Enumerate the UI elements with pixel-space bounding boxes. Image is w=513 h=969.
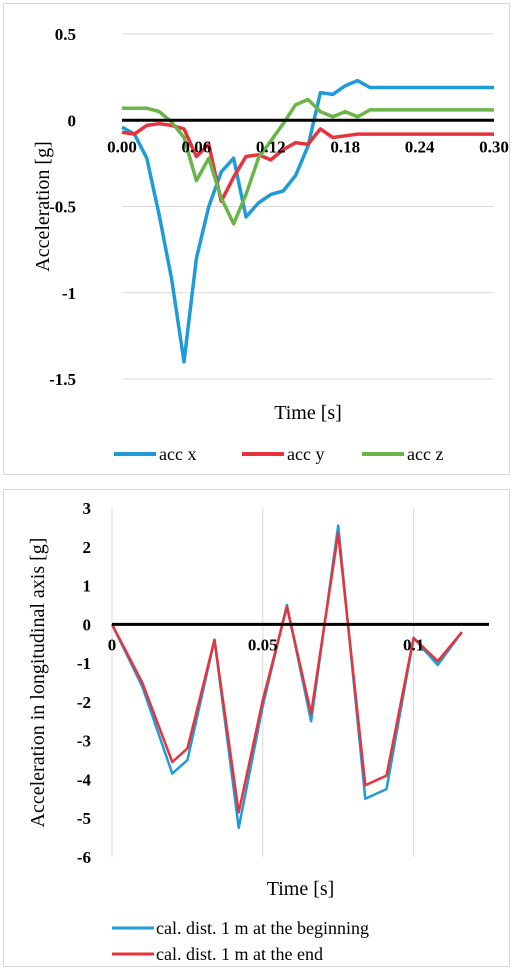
y-tick-label: 0.5 (55, 25, 76, 44)
x-tick-label: 0.1 (403, 635, 424, 654)
y-tick-label: 1 (83, 577, 92, 596)
x-axis-title: Time [s] (267, 878, 335, 900)
y-tick-label: -1 (62, 284, 76, 303)
y-tick-label: -3 (77, 732, 91, 751)
acceleration-xyz-chart: 0.5 0 -0.5 -1 -1.5 0.00 0.06 0.12 0.18 0.24 0.30 Ti… (32, 25, 509, 464)
legend-label: acc y (287, 444, 324, 464)
y-tick-label: -1 (77, 654, 91, 673)
series-line (110, 524, 463, 830)
y-axis-title: Acceleration [g] (32, 141, 54, 271)
y-tick-label: -0.5 (49, 198, 76, 217)
x-tick-label: 0.18 (330, 137, 360, 156)
y-tick-label: 0 (68, 111, 77, 130)
x-tick-label: 0.00 (107, 137, 137, 156)
y-tick-label: -1.5 (49, 370, 76, 389)
x-tick-label: 0.30 (479, 137, 509, 156)
y-tick-label: 0 (83, 615, 92, 634)
y-tick-label: 2 (83, 538, 92, 557)
chart-panel-longitudinal: 3 2 1 0 -1 -2 -3 -4 -5 -6 0 0.05 0.1 Time [s] Accelera… (3, 489, 510, 967)
x-tick-label: 0.05 (248, 635, 278, 654)
legend-label: acc x (159, 444, 196, 464)
series-line-acc-x (121, 78, 494, 364)
legend-label: acc z (407, 444, 443, 464)
y-axis-title: Acceleration in longitudinal axis [g] (27, 538, 49, 828)
x-tick-label: 0 (108, 635, 117, 654)
series-line (110, 531, 463, 814)
series-line-acc-y (121, 121, 494, 204)
x-tick-label: 0.24 (405, 137, 435, 156)
x-axis-title: Time [s] (274, 402, 342, 424)
y-tick-label: -2 (77, 693, 91, 712)
legend-label: cal. dist. 1 m at the beginning (156, 918, 369, 938)
y-tick-label: -5 (77, 809, 91, 828)
series-line-acc-z (122, 97, 494, 226)
longitudinal-acceleration-chart: 3 2 1 0 -1 -2 -3 -4 -5 -6 0 0.05 0.1 Time [s] Accelera… (27, 499, 489, 964)
y-tick-label: -4 (77, 770, 92, 789)
chart-panel-acceleration-xyz: 0.5 0 -0.5 -1 -1.5 0.00 0.06 0.12 0.18 0.24 0.30 Ti… (3, 3, 510, 475)
legend-label: cal. dist. 1 m at the end (156, 944, 323, 964)
y-tick-label: 3 (83, 499, 92, 518)
y-tick-label: -6 (77, 848, 91, 867)
x-tick-label: 0.06 (182, 137, 212, 156)
x-tick-label: 0.12 (256, 137, 286, 156)
